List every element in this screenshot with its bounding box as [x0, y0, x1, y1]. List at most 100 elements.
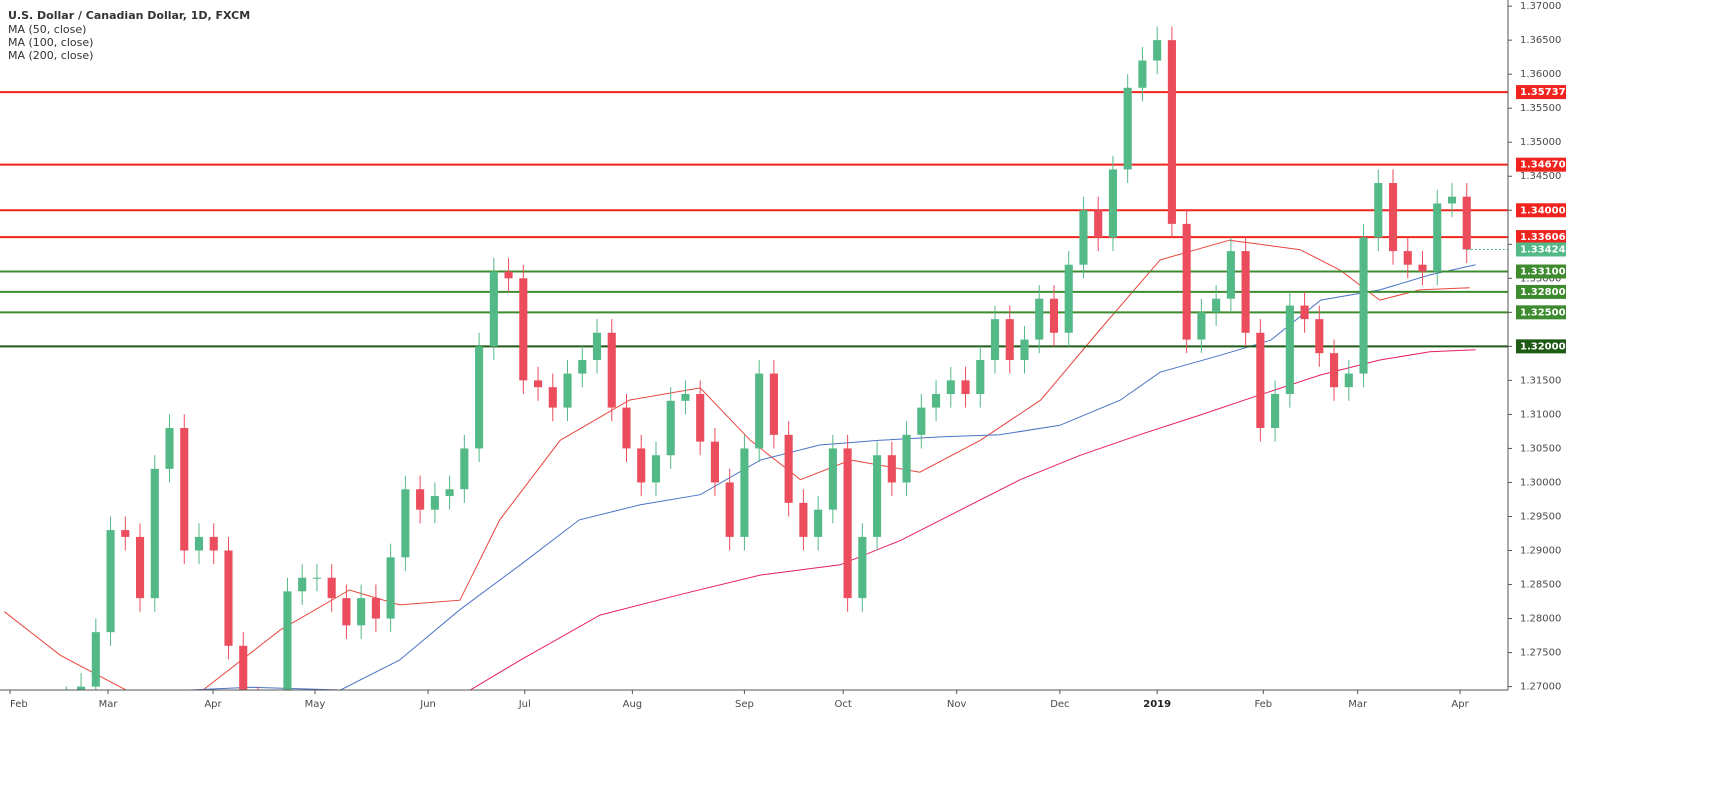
candle-body — [563, 373, 572, 408]
candle-body — [607, 332, 616, 408]
candle-body — [946, 380, 955, 394]
level-tag-label: 1.32000 — [1520, 341, 1566, 352]
candle-body — [180, 428, 189, 551]
candle-body — [135, 536, 145, 599]
candle-body — [342, 598, 351, 626]
candle-body — [1241, 251, 1250, 333]
level-tag — [1516, 264, 1566, 279]
candle-body — [1226, 251, 1235, 299]
y-tick-label: 1.35500 — [1520, 103, 1561, 114]
y-tick-label: 1.37000 — [1520, 1, 1561, 12]
level-tag — [1516, 85, 1566, 100]
candle-body — [622, 407, 631, 449]
x-tick-label: Sep — [735, 699, 754, 710]
level-tag-label: 1.32500 — [1520, 307, 1566, 318]
candle-body — [1344, 373, 1353, 388]
y-tick-label: 1.35000 — [1520, 137, 1561, 148]
candle-body — [401, 489, 410, 558]
candle-body — [194, 536, 204, 551]
candle-body — [990, 319, 1000, 360]
candle-body — [430, 496, 439, 510]
candle-body — [371, 598, 380, 619]
plot-area — [0, 26, 1508, 690]
candle-body — [298, 577, 307, 592]
candle-body — [1462, 196, 1471, 250]
candle-body — [1153, 40, 1162, 61]
candle-body — [475, 346, 484, 449]
x-tick-label: Feb — [10, 699, 28, 710]
axes: 1.27000 1.27500 1.28000 1.28500 1.29000 1.295… — [9, 1, 1566, 710]
candle-body — [681, 393, 690, 401]
y-tick-label: 1.28500 — [1520, 580, 1561, 591]
candle-body — [533, 380, 543, 388]
candle-body — [1020, 339, 1029, 360]
candle-body — [91, 632, 100, 687]
candle-body — [519, 278, 528, 381]
candle-body — [873, 455, 882, 537]
candle-body — [1167, 40, 1176, 224]
y-tick-label: 1.36000 — [1520, 69, 1561, 80]
candle-body — [592, 332, 602, 360]
legend-entry: MA (50, close) — [8, 23, 86, 36]
candle-body — [887, 455, 896, 483]
y-tick-label: 1.36500 — [1520, 35, 1561, 46]
candle-body — [1418, 264, 1427, 272]
ma-line — [4, 239, 1470, 690]
level-tag — [1516, 203, 1566, 218]
x-tick-label: 2019 — [1143, 699, 1171, 710]
candle-body — [548, 387, 557, 408]
candle-body — [1359, 237, 1368, 374]
level-tag-label: 1.33606 — [1520, 232, 1566, 243]
candle-body — [1271, 393, 1280, 429]
candle-body — [755, 373, 764, 449]
candle-body — [1005, 319, 1014, 360]
candle-body — [1064, 264, 1073, 333]
candle-body — [725, 482, 734, 537]
candle-body — [209, 536, 218, 551]
candle-body — [1182, 223, 1191, 340]
level-tag — [1516, 339, 1566, 354]
y-tick-label: 1.29500 — [1520, 511, 1561, 522]
legend-entry: MA (100, close) — [8, 36, 93, 49]
candle-body — [1197, 312, 1206, 340]
candle-body — [917, 407, 926, 435]
legend: U.S. Dollar / Canadian Dollar, 1D, FXCM … — [8, 9, 250, 62]
candle-body — [283, 591, 292, 690]
candle-body — [1256, 332, 1265, 429]
candle-body — [1330, 353, 1339, 388]
candle-body — [976, 359, 985, 394]
level-tag-label: 1.35737 — [1520, 87, 1566, 98]
x-tick-label: Mar — [99, 699, 119, 710]
candle-body — [445, 489, 454, 497]
y-tick-label: 1.31000 — [1520, 409, 1561, 420]
candle-body — [814, 509, 823, 537]
x-tick-label: Aug — [623, 699, 643, 710]
level-tag — [1516, 305, 1566, 320]
candle-body — [1138, 60, 1147, 88]
candle-body — [1285, 305, 1294, 394]
x-tick-label: Feb — [1254, 699, 1272, 710]
legend-entry: MA (200, close) — [8, 49, 93, 62]
y-tick-label: 1.33000 — [1520, 273, 1561, 284]
y-tick-label: 1.34500 — [1520, 171, 1561, 182]
candle-body — [239, 645, 248, 690]
candle-body — [106, 530, 115, 633]
candle-body — [312, 577, 321, 579]
candle-body — [386, 557, 395, 619]
y-tick-label: 1.31500 — [1520, 375, 1561, 386]
candle-body — [902, 434, 911, 483]
level-tag — [1516, 230, 1566, 245]
level-tag — [1516, 284, 1566, 299]
candle-body — [828, 448, 837, 510]
ma-line — [469, 349, 1476, 690]
candle-body — [769, 373, 778, 435]
x-tick-label: Apr — [204, 699, 222, 710]
x-tick-label: Apr — [1451, 699, 1469, 710]
candle-body — [784, 434, 793, 503]
candle-body — [1315, 319, 1324, 354]
x-tick-label: Dec — [1050, 699, 1069, 710]
candle-body — [327, 577, 336, 599]
candle-body — [150, 468, 159, 599]
x-tick-label: Oct — [835, 699, 852, 710]
